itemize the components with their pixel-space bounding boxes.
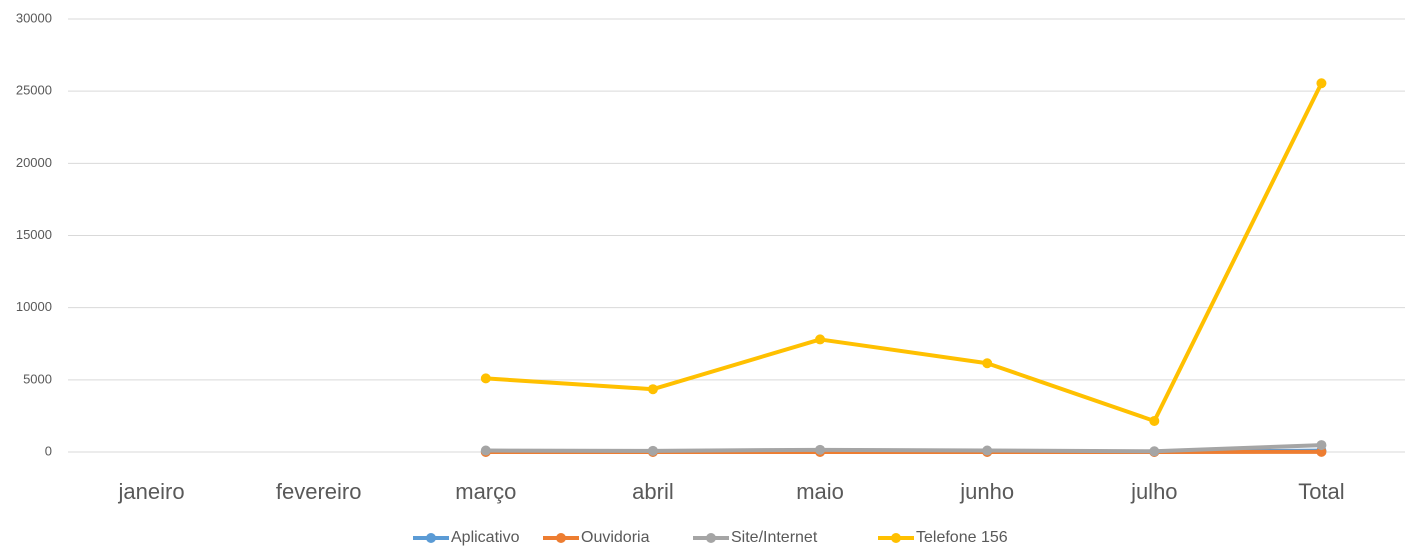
point xyxy=(480,373,491,384)
y-tick-label: 5000 xyxy=(23,371,52,386)
point xyxy=(1149,446,1160,457)
legend-item: Aplicativo xyxy=(413,529,520,546)
legend-item: Telefone 156 xyxy=(878,529,1008,546)
point xyxy=(647,445,658,456)
x-tick-label: fevereiro xyxy=(276,479,362,504)
point xyxy=(1316,440,1327,451)
legend-label: Telefone 156 xyxy=(916,529,1008,546)
legend-label: Aplicativo xyxy=(451,529,520,546)
point xyxy=(982,358,993,369)
legend-marker xyxy=(556,533,566,543)
y-tick-label: 10000 xyxy=(16,299,52,314)
line xyxy=(485,443,1322,454)
y-tick-label: 20000 xyxy=(16,155,52,170)
point xyxy=(982,445,993,456)
y-tick-label: 25000 xyxy=(16,83,52,98)
legend-label: Ouvidoria xyxy=(581,529,650,546)
legend-marker xyxy=(706,533,716,543)
legend-marker xyxy=(891,533,901,543)
y-tick-label: 0 xyxy=(45,443,52,458)
x-tick-label: janeiro xyxy=(118,479,185,504)
x-tick-label: março xyxy=(455,479,516,504)
x-tick-label: junho xyxy=(959,479,1014,504)
legend-item: Site/Internet xyxy=(693,529,818,546)
x-tick-label: maio xyxy=(796,479,844,504)
legend-marker xyxy=(426,533,436,543)
point xyxy=(815,444,826,455)
point xyxy=(1316,78,1327,89)
line xyxy=(485,82,1324,423)
x-tick-label: julho xyxy=(1130,479,1177,504)
y-tick-label: 30000 xyxy=(16,10,52,25)
legend-item: Ouvidoria xyxy=(543,529,650,546)
legend-label: Site/Internet xyxy=(731,529,818,546)
x-tick-label: abril xyxy=(632,479,674,504)
y-tick-label: 15000 xyxy=(16,227,52,242)
point xyxy=(1149,415,1160,426)
x-tick-label: Total xyxy=(1298,479,1344,504)
point xyxy=(815,334,826,345)
point xyxy=(647,384,658,395)
point xyxy=(480,445,491,456)
